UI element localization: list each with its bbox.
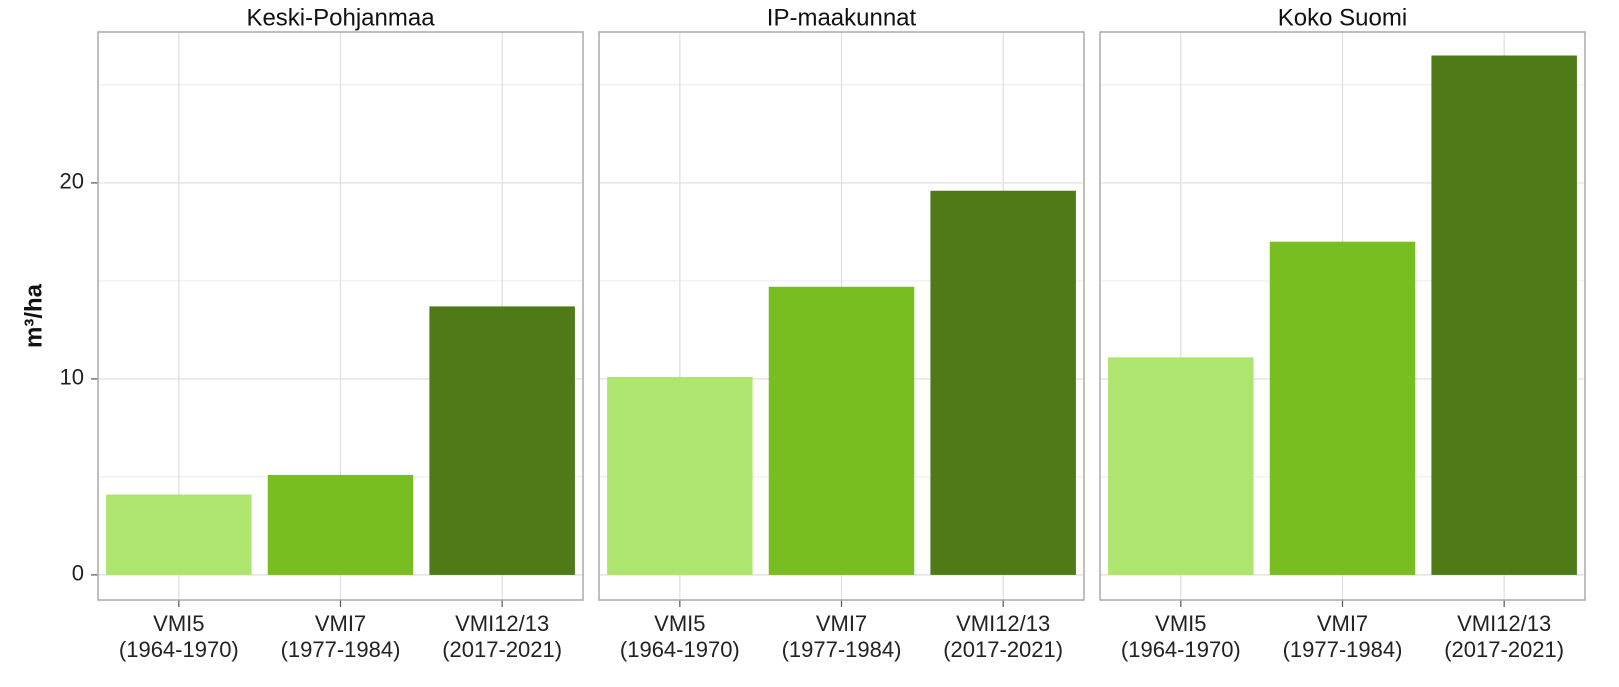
bar bbox=[1108, 357, 1254, 575]
y-axis-label: m³/ha bbox=[20, 283, 47, 348]
bar bbox=[267, 474, 414, 575]
x-tick-label: VMI12/13 (2017-2021) bbox=[943, 611, 1063, 662]
facet-title: IP-maakunnat bbox=[767, 4, 917, 31]
facet-title: Koko Suomi bbox=[1278, 4, 1407, 31]
x-tick-label: VMI7 (1977-1984) bbox=[281, 611, 401, 662]
x-tick-label: VMI7 (1977-1984) bbox=[782, 611, 902, 662]
panel-border bbox=[97, 31, 584, 601]
x-tick-label: VMI12/13 (2017-2021) bbox=[1444, 611, 1564, 662]
bar bbox=[607, 376, 753, 575]
y-tick-label: 20 bbox=[60, 169, 84, 194]
x-tick-label: VMI12/13 (2017-2021) bbox=[442, 611, 562, 662]
panel-border bbox=[598, 31, 1085, 601]
bar bbox=[1431, 55, 1577, 575]
x-tick-label: VMI7 (1977-1984) bbox=[1283, 611, 1403, 662]
x-tick-label: VMI5 (1964-1970) bbox=[119, 611, 239, 662]
y-tick-label: 10 bbox=[60, 365, 84, 390]
y-tick-label: 0 bbox=[72, 561, 84, 586]
panel-border bbox=[1099, 31, 1586, 601]
x-tick-label: VMI5 (1964-1970) bbox=[1121, 611, 1241, 662]
x-tick-label: VMI5 (1964-1970) bbox=[620, 611, 740, 662]
bar bbox=[768, 286, 915, 575]
facet-title: Keski-Pohjanmaa bbox=[246, 4, 435, 31]
bar bbox=[106, 494, 252, 575]
bar bbox=[429, 306, 575, 575]
bar bbox=[1269, 241, 1416, 575]
bar bbox=[930, 190, 1076, 575]
